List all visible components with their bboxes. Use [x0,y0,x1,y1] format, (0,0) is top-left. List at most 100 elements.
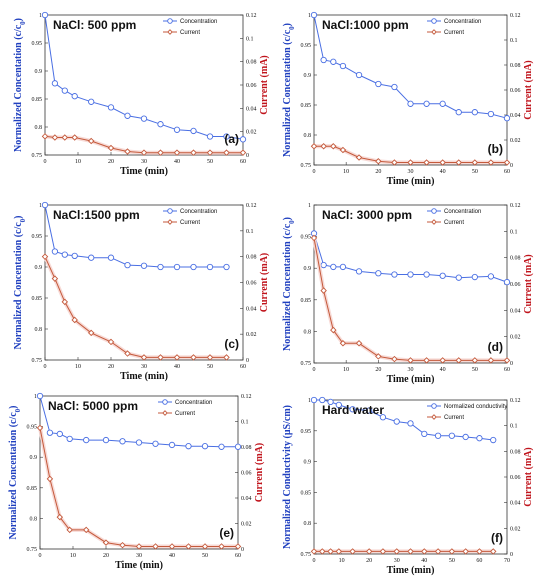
concentration-point [124,112,131,119]
legend-label: Current [180,30,200,36]
y2-tick-label: 0.08 [510,63,521,69]
x-axis-label: Time (min) [387,176,435,187]
plot-frame [313,204,508,364]
y2-tick-label: 0.08 [510,256,521,262]
concentration-point [320,261,327,269]
concentration-point [487,273,495,280]
y2-tick-label: 0.02 [510,138,521,144]
y2-axis-label: Current (mA) [523,254,534,314]
legend-label: Concentration [444,209,481,215]
y-axis-label: Normalized Concentation (c/c0) [13,18,27,152]
current-point [310,143,318,150]
y2-axis-label: Current (mA) [523,60,534,120]
panel-label: (f) [491,531,503,545]
y2-tick-label: 0.06 [510,88,521,94]
x-tick-label: 20 [108,159,114,165]
x-tick-label: 20 [375,367,381,373]
current-point [379,548,387,555]
y-tick-label: 0.95 [301,235,312,241]
y-axis-label: Normalized Concentation (c/c0) [8,405,22,539]
concentration-point [223,263,230,271]
panel-label: (c) [224,337,239,351]
current-point [320,143,327,150]
x-tick-label: 10 [343,169,349,175]
current-point [349,548,356,555]
x-tick-label: 40 [174,364,180,370]
y2-tick-label: 0.12 [246,13,257,19]
concentration-point [471,273,478,281]
current-point [439,357,446,364]
current-point [56,513,64,521]
current-point [135,543,143,550]
y-tick-label: 0.8 [30,516,38,522]
concentration-point [310,11,318,19]
current-point [407,357,414,364]
plot-frame [313,14,508,166]
concentration-point [339,263,347,271]
y2-tick-label: 0.08 [246,255,257,261]
x-tick-label: 10 [343,367,349,373]
legend-marker [431,18,437,24]
y-tick-label: 1 [308,203,311,209]
current-point [462,548,469,555]
current-point [71,316,78,324]
concentration-point [471,109,478,116]
concentration-point [218,443,225,450]
concentration-point [319,396,326,404]
y-tick-label: 0.75 [301,361,312,367]
current-point [448,548,456,555]
concentration-point [157,263,164,271]
x-tick-label: 20 [366,558,372,564]
concentration-point [157,121,164,128]
current-point [107,338,115,346]
y-tick-label: 0.85 [301,298,312,304]
x-tick-label: 60 [504,169,510,175]
legend-marker [167,208,173,214]
y-axis-label-close: ) [13,215,24,218]
y-tick-label: 0.9 [304,73,312,79]
current-point [355,154,363,161]
concentration-point [391,271,398,278]
current-point [124,350,131,357]
current-point [157,149,164,156]
y2-tick-label: 0.12 [241,394,252,400]
y-axis-label-text: Normalized Conductivity (μS/cm) [282,405,293,549]
concentration-point [56,430,63,438]
current-point [421,548,428,555]
chart-title: Hard water [322,403,384,417]
concentration-point [102,436,110,444]
y-tick-label: 0.75 [32,153,43,159]
concentration-point [41,11,49,19]
y-tick-label: 1 [39,13,42,19]
y-axis-label-text: Normalized Concentation (c/c [282,29,293,157]
y2-tick-label: 0.1 [246,229,254,235]
x-axis-label: Time (min) [387,374,435,385]
x-tick-label: 20 [108,364,114,370]
x-tick-label: 50 [202,553,208,559]
current-point [330,326,337,334]
concentration-point [407,271,414,278]
current-point [206,149,214,156]
legend-label: Current [444,30,464,36]
y-axis-label-text: Normalized Concentation (c/c [13,24,24,152]
legend-marker [431,403,437,409]
current-point [173,149,181,156]
x-tick-label: 0 [39,553,42,559]
y-axis-label-subscript: 0 [14,408,22,412]
concentration-point [503,278,511,286]
concentration-point [190,127,197,135]
current-point [391,159,398,166]
current-point [46,475,54,483]
concentration-point [375,270,382,277]
y2-tick-label: 0.04 [241,496,252,502]
x-tick-label: 40 [421,558,427,564]
concentration-point [421,430,428,438]
y-tick-label: 0.8 [35,125,43,131]
y2-tick-label: 0.06 [241,471,252,477]
concentration-point [365,407,373,414]
concentration-point [41,201,49,209]
y-tick-label: 0.8 [304,133,312,139]
x-tick-label: 10 [70,553,76,559]
current-point [107,144,115,152]
current-point [423,357,430,364]
